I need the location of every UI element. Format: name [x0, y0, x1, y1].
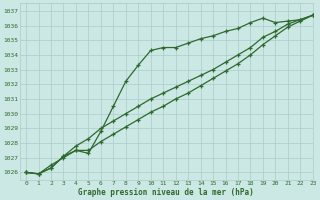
X-axis label: Graphe pression niveau de la mer (hPa): Graphe pression niveau de la mer (hPa)	[78, 188, 254, 197]
